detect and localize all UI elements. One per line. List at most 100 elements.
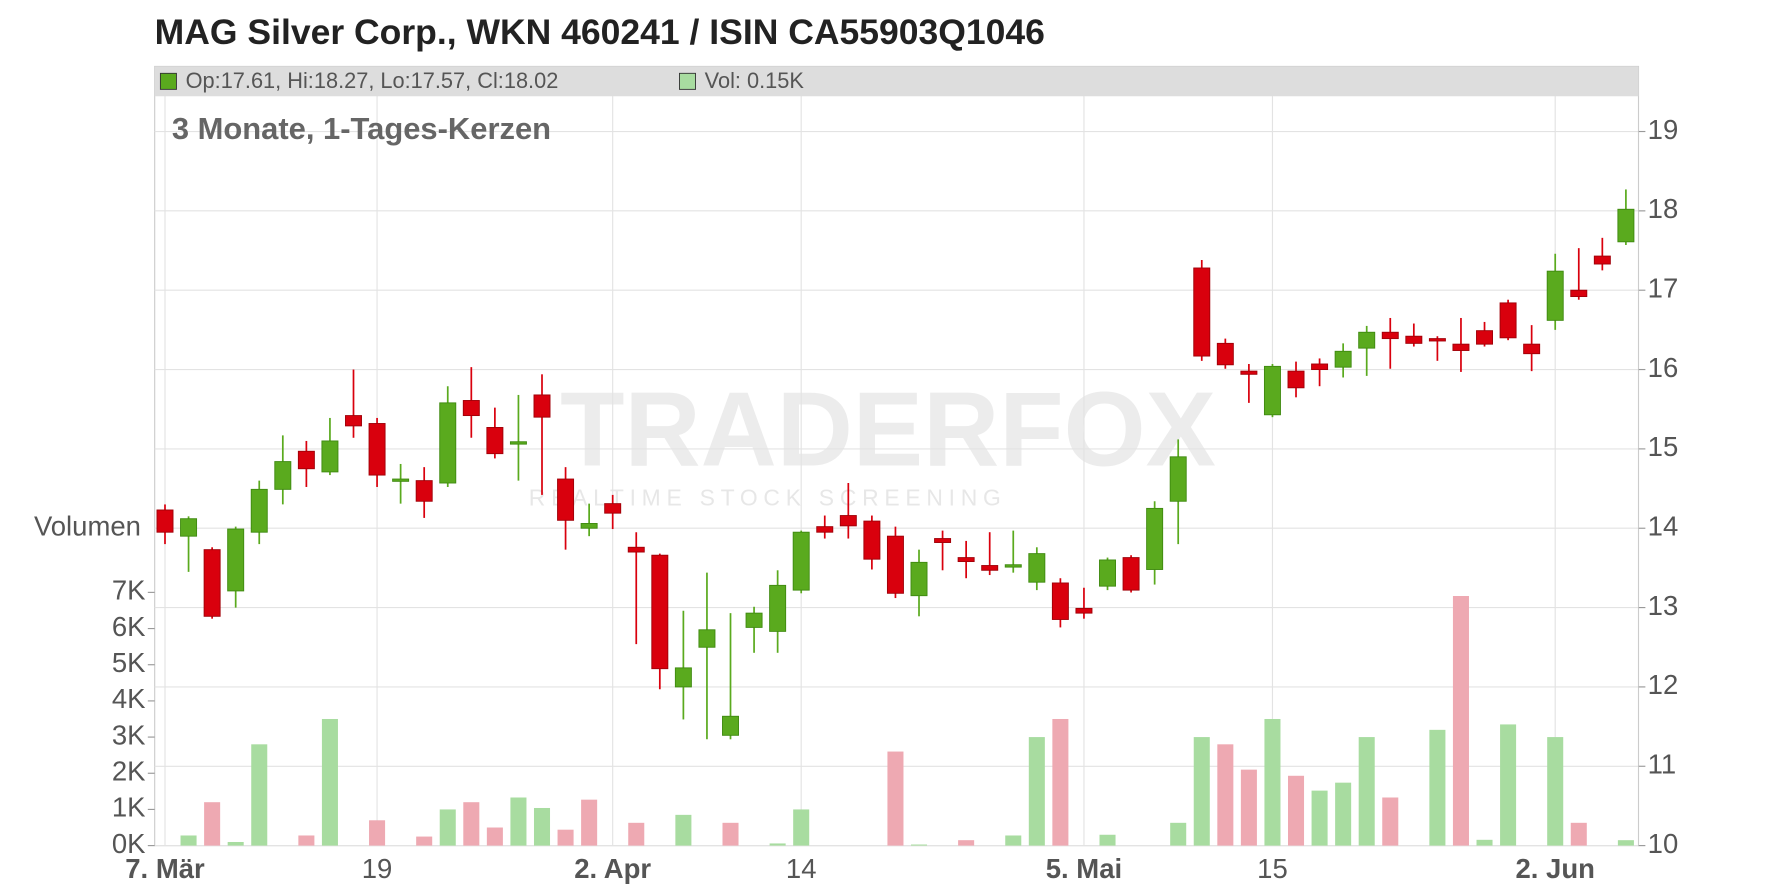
volume-bar xyxy=(722,822,739,846)
volume-tick-label: 5K xyxy=(112,647,146,678)
candle-body xyxy=(1523,343,1541,355)
candle-body xyxy=(1570,289,1588,298)
candle-body xyxy=(1146,507,1164,570)
volume-bar xyxy=(1028,737,1045,846)
candle-body xyxy=(934,538,952,543)
volume-bar xyxy=(1429,729,1446,846)
candle-body xyxy=(981,565,999,571)
candle-body xyxy=(1099,559,1116,587)
candle-body xyxy=(1216,342,1234,366)
candle-body xyxy=(580,523,598,529)
candle-body xyxy=(1075,607,1093,614)
candle-body xyxy=(1311,363,1329,371)
volume-tick-label: 4K xyxy=(112,683,146,714)
candle-body xyxy=(533,394,551,418)
volume-bar xyxy=(1052,718,1069,846)
candle-body xyxy=(321,440,339,473)
volume-bar xyxy=(321,718,338,846)
candle-body xyxy=(415,480,433,502)
chart-subtitle: 3 Monate, 1-Tages-Kerzen xyxy=(172,111,551,146)
x-tick-label: 14 xyxy=(786,853,817,884)
volume-bar xyxy=(439,809,456,846)
candle-body xyxy=(486,427,504,455)
candle-body xyxy=(698,629,716,648)
candle-body xyxy=(250,488,268,533)
candle-body xyxy=(839,515,857,527)
volume-bar xyxy=(463,802,480,846)
volume-tick-label: 6K xyxy=(112,611,146,642)
candle-body xyxy=(1334,350,1352,368)
volume-bar xyxy=(1452,595,1469,846)
y-tick-label: 18 xyxy=(1648,193,1679,224)
volume-bar xyxy=(369,820,386,846)
volume-bar xyxy=(1617,840,1634,846)
volume-bar xyxy=(1500,724,1517,846)
volume-axis-title: Volumen xyxy=(34,510,141,541)
volume-bar xyxy=(793,809,810,846)
volume-bar xyxy=(486,827,503,846)
candle-body xyxy=(1169,456,1187,502)
candle-body xyxy=(557,478,575,521)
y-tick-label: 19 xyxy=(1648,114,1679,145)
y-tick-label: 11 xyxy=(1648,749,1677,780)
volume-bar xyxy=(227,841,244,846)
candle-body xyxy=(1358,331,1376,349)
volume-bar xyxy=(1005,835,1022,846)
legend-bar xyxy=(154,66,1639,97)
volume-bar xyxy=(887,751,904,846)
candle-body xyxy=(722,715,739,736)
marks xyxy=(156,189,1635,846)
y-tick-label: 13 xyxy=(1648,590,1679,621)
chart-title: MAG Silver Corp., WKN 460241 / ISIN CA55… xyxy=(155,12,1045,52)
candle-body xyxy=(1428,338,1446,342)
volume-bar xyxy=(1570,822,1587,846)
candle-body xyxy=(1122,557,1140,591)
legend-ohlc: Op:17.61, Hi:18.27, Lo:17.57, Cl:18.02 xyxy=(186,68,559,93)
volume-bar xyxy=(533,807,551,846)
candle-body xyxy=(674,667,692,688)
volume-tick-label: 1K xyxy=(112,792,146,823)
candle-body xyxy=(509,441,527,445)
candle-body xyxy=(1004,564,1022,568)
volume-bar xyxy=(1217,744,1234,846)
volume-bar xyxy=(1311,790,1328,846)
candle-body xyxy=(1452,343,1470,351)
candle-body xyxy=(1028,553,1046,583)
candle-body xyxy=(745,612,763,628)
candle-body xyxy=(439,402,457,484)
volume-tick-label: 3K xyxy=(112,719,146,750)
volume-bar xyxy=(581,799,598,846)
candle-body xyxy=(1476,330,1494,345)
x-tick-label: 5. Mai xyxy=(1046,853,1122,884)
candle-body xyxy=(1499,302,1517,339)
volume-bar xyxy=(628,822,645,846)
y-tick-label: 16 xyxy=(1648,352,1679,383)
plot-area xyxy=(154,65,1640,847)
candle-body xyxy=(203,549,221,617)
candle-body xyxy=(651,554,669,670)
candle-body xyxy=(627,546,645,553)
volume-bar xyxy=(510,797,527,846)
volume-bar xyxy=(1099,834,1116,846)
y-tick-label: 14 xyxy=(1648,510,1679,541)
candle-body xyxy=(886,535,904,594)
candle-body xyxy=(1593,255,1611,265)
y-tick-label: 10 xyxy=(1648,828,1679,859)
candle-body xyxy=(180,518,198,537)
volume-bar xyxy=(1193,737,1210,846)
volume-bar xyxy=(1547,737,1564,846)
watermark-brand: TRADERFOX xyxy=(560,372,1216,489)
volume-bar xyxy=(1287,775,1305,846)
candle-body xyxy=(957,557,975,563)
legend-swatch xyxy=(679,72,696,90)
x-tick-label: 2. Jun xyxy=(1515,853,1594,884)
y-tick-label: 12 xyxy=(1648,669,1679,700)
volume-bar xyxy=(180,835,197,846)
volume-bar xyxy=(1264,718,1281,846)
watermark-tagline: REALTIME STOCK SCREENING xyxy=(529,485,1007,511)
volume-bar xyxy=(251,744,268,846)
candle-body xyxy=(769,584,787,632)
volume-tick-label: 0K xyxy=(112,828,146,859)
candle-body xyxy=(392,478,410,482)
candle-body xyxy=(462,400,480,417)
